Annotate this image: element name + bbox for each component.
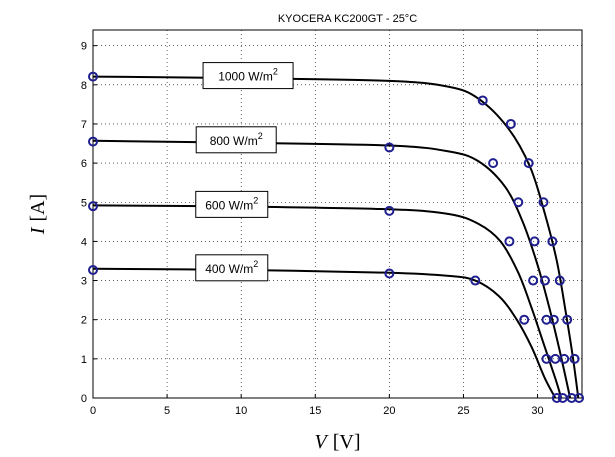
- y-tick-label: 2: [81, 315, 87, 327]
- y-axis-symbol: I: [27, 226, 49, 235]
- data-point: [504, 236, 515, 247]
- series-label-frame: [195, 190, 269, 218]
- data-point: [554, 275, 565, 286]
- chart-title: KYOCERA KC200GT - 25°C: [278, 13, 417, 25]
- data-point: [538, 197, 549, 208]
- series-label-frame: [202, 62, 294, 90]
- data-point: [88, 136, 98, 147]
- data-point: [513, 197, 524, 208]
- y-tick-label: 6: [81, 158, 87, 170]
- series-label-exponent: 2: [273, 67, 278, 77]
- y-tick-label: 4: [81, 236, 87, 248]
- series-curves: [92, 75, 580, 399]
- data-point: [505, 118, 516, 129]
- data-point: [88, 264, 98, 275]
- y-tick-label: 1: [81, 354, 87, 366]
- series-label-main: 400 W/m: [205, 262, 253, 276]
- x-tick-label: 0: [90, 405, 96, 417]
- y-tick-label: 7: [81, 119, 87, 131]
- series-label-main: 800 W/m: [210, 134, 258, 148]
- series-label-exponent: 2: [253, 259, 258, 269]
- data-point: [541, 353, 552, 364]
- y-tick-label: 3: [81, 276, 87, 288]
- series-label-text: 400 W/m2: [205, 259, 258, 276]
- data-point: [477, 95, 488, 106]
- x-axis-unit: [V]: [333, 431, 361, 453]
- x-tick-label: 5: [164, 405, 170, 417]
- data-point: [519, 314, 530, 325]
- y-tick-label: 5: [81, 197, 87, 209]
- data-point: [384, 142, 395, 153]
- x-tick-label: 10: [235, 405, 247, 417]
- series-label-box: 600 W/m2: [195, 190, 269, 218]
- data-point: [523, 158, 534, 169]
- series-label-text: 1000 W/m2: [218, 67, 278, 84]
- data-point: [528, 275, 539, 286]
- series-label-text: 800 W/m2: [210, 131, 263, 148]
- series-label-box: 800 W/m2: [195, 126, 277, 154]
- series-line: [92, 75, 580, 399]
- x-tick-label: 15: [309, 405, 321, 417]
- y-tick-label: 0: [81, 393, 87, 405]
- series-markers: [88, 71, 585, 403]
- x-axis-label: V [V]: [315, 431, 361, 453]
- x-tick-label: 25: [457, 405, 469, 417]
- y-axis-unit: [A]: [27, 194, 49, 222]
- series-line: [92, 267, 557, 399]
- data-point: [557, 393, 568, 403]
- x-axis-symbol: V: [315, 431, 330, 453]
- data-point: [488, 158, 499, 169]
- grid-lines: [93, 30, 582, 398]
- series-label-exponent: 2: [258, 131, 263, 141]
- series-label-frame: [195, 126, 277, 154]
- x-tick-label: 30: [531, 405, 543, 417]
- data-point: [384, 268, 395, 279]
- series-label-main: 1000 W/m: [218, 70, 273, 84]
- plot-area-frame: [92, 29, 583, 399]
- y-tick-label: 9: [81, 41, 87, 53]
- data-point: [569, 353, 580, 364]
- data-point: [562, 314, 573, 325]
- series-label-text: 600 W/m2: [205, 195, 258, 212]
- axis-ticks: 0 5 10 15 20 25 30 0 1 2 3 4 5 6 7 8 9: [81, 41, 544, 417]
- x-tick-label: 20: [383, 405, 395, 417]
- series-label-frame: [195, 254, 269, 282]
- series-label-main: 600 W/m: [205, 198, 253, 212]
- data-point: [551, 393, 562, 403]
- data-point: [529, 236, 540, 247]
- y-tick-label: 8: [81, 80, 87, 92]
- series-label-exponent: 2: [253, 195, 258, 205]
- data-point: [547, 236, 558, 247]
- data-point: [384, 205, 395, 216]
- data-point: [88, 201, 98, 212]
- data-point: [550, 353, 561, 364]
- data-point: [541, 314, 552, 325]
- series-line: [92, 204, 563, 399]
- data-point: [539, 275, 550, 286]
- y-axis-label: I [A]: [27, 194, 49, 235]
- series-label-box: 1000 W/m2: [202, 62, 294, 90]
- data-point: [88, 71, 98, 82]
- data-point: [470, 275, 481, 286]
- series-label-box: 400 W/m2: [195, 254, 269, 282]
